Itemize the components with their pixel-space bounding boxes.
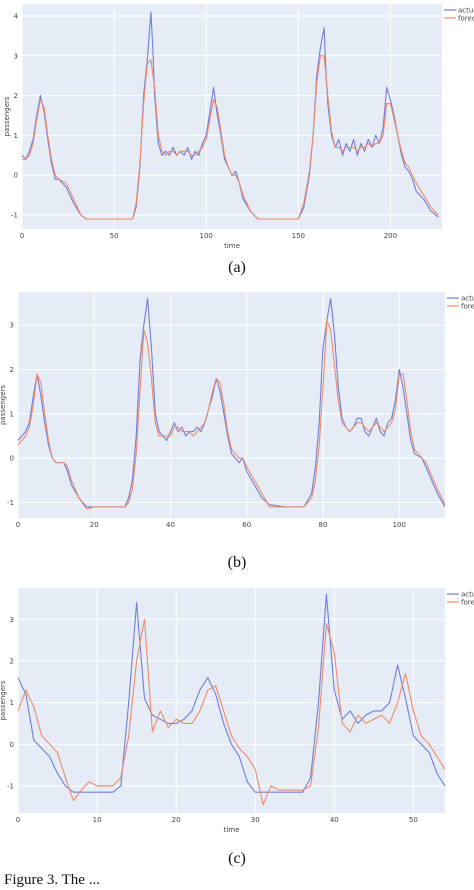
x-tick-label: 30: [251, 816, 260, 824]
legend-label-forecast: forecast: [458, 15, 474, 23]
legend-label-actual: actual: [458, 7, 474, 15]
x-tick-label: 100: [200, 232, 213, 240]
x-tick-label: 80: [319, 521, 328, 529]
y-tick-label: 0: [10, 455, 14, 463]
y-tick-label: 3: [10, 322, 14, 330]
x-tick-label: 40: [330, 816, 339, 824]
y-tick-label: 2: [10, 657, 14, 665]
y-tick-label: 1: [10, 699, 14, 707]
x-tick-label: 20: [90, 521, 99, 529]
plot-background: [18, 292, 445, 518]
x-tick-label: 40: [166, 521, 175, 529]
y-tick-label: 4: [14, 12, 19, 20]
legend-label-actual: actual: [461, 295, 474, 303]
y-tick-label: 2: [10, 366, 14, 374]
x-tick-label: 60: [242, 521, 251, 529]
x-tick-label: 100: [393, 521, 406, 529]
legend-label-forecast: forecast: [461, 303, 474, 311]
chart-b-svg: 0 20 40 60 80 100 -1 0 1 2 3 passengers actualforeca…: [0, 292, 474, 529]
y-tick-label: 0: [10, 741, 14, 749]
series-line-actual: [17, 593, 446, 793]
x-tick-label: 0: [16, 521, 20, 529]
legend-label-actual: actual: [461, 591, 474, 599]
y-axis-label: passengers: [0, 680, 7, 720]
x-tick-label: 0: [16, 816, 20, 824]
x-tick-label: 50: [110, 232, 119, 240]
y-tick-label: 1: [10, 410, 14, 418]
y-tick-label: 0: [14, 172, 18, 180]
y-tick-label: 3: [10, 616, 14, 624]
x-tick-label: 200: [384, 232, 397, 240]
chart-panel-b: 0 20 40 60 80 100 -1 0 1 2 3 passengers actualforeca…: [0, 288, 474, 533]
plot-background: [18, 588, 445, 813]
x-axis-label: time: [224, 826, 240, 834]
chart-panel-c: 0 10 20 30 40 50 -1 0 1 2 3 time passengers actualfor…: [0, 584, 474, 839]
legend-label-forecast: forecast: [461, 599, 474, 607]
x-axis-label: time: [224, 242, 240, 250]
y-tick-label: -1: [11, 212, 18, 220]
series-line-forecast: [17, 320, 446, 510]
y-tick-label: -1: [7, 782, 14, 790]
chart-a-svg: 0 50 100 150 200 -1 0 1 2 3 4 time passengers actualf…: [3, 4, 474, 250]
series-line-forecast: [17, 618, 446, 806]
x-tick-label: 20: [172, 816, 181, 824]
y-tick-label: 2: [14, 92, 18, 100]
y-tick-label: -1: [7, 499, 14, 507]
y-tick-label: 1: [14, 132, 18, 140]
x-tick-label: 10: [93, 816, 102, 824]
chart-c-svg: 0 10 20 30 40 50 -1 0 1 2 3 time passengers actualfor…: [0, 588, 474, 834]
x-tick-label: 150: [292, 232, 305, 240]
figure-caption-text: Figure 3. The ...: [4, 872, 100, 888]
chart-panel-a: 0 50 100 150 200 -1 0 1 2 3 4 time passengers actualf…: [0, 0, 474, 252]
y-axis-label: passengers: [0, 385, 7, 425]
plot-background: [22, 4, 442, 229]
x-tick-label: 50: [409, 816, 418, 824]
x-tick-label: 0: [20, 232, 24, 240]
caption-a: (a): [228, 259, 246, 276]
caption-b: (b): [227, 554, 247, 571]
y-axis-label: passengers: [3, 96, 11, 136]
caption-c: (c): [228, 850, 246, 867]
y-tick-label: 3: [14, 52, 18, 60]
series-line-forecast: [22, 55, 439, 220]
